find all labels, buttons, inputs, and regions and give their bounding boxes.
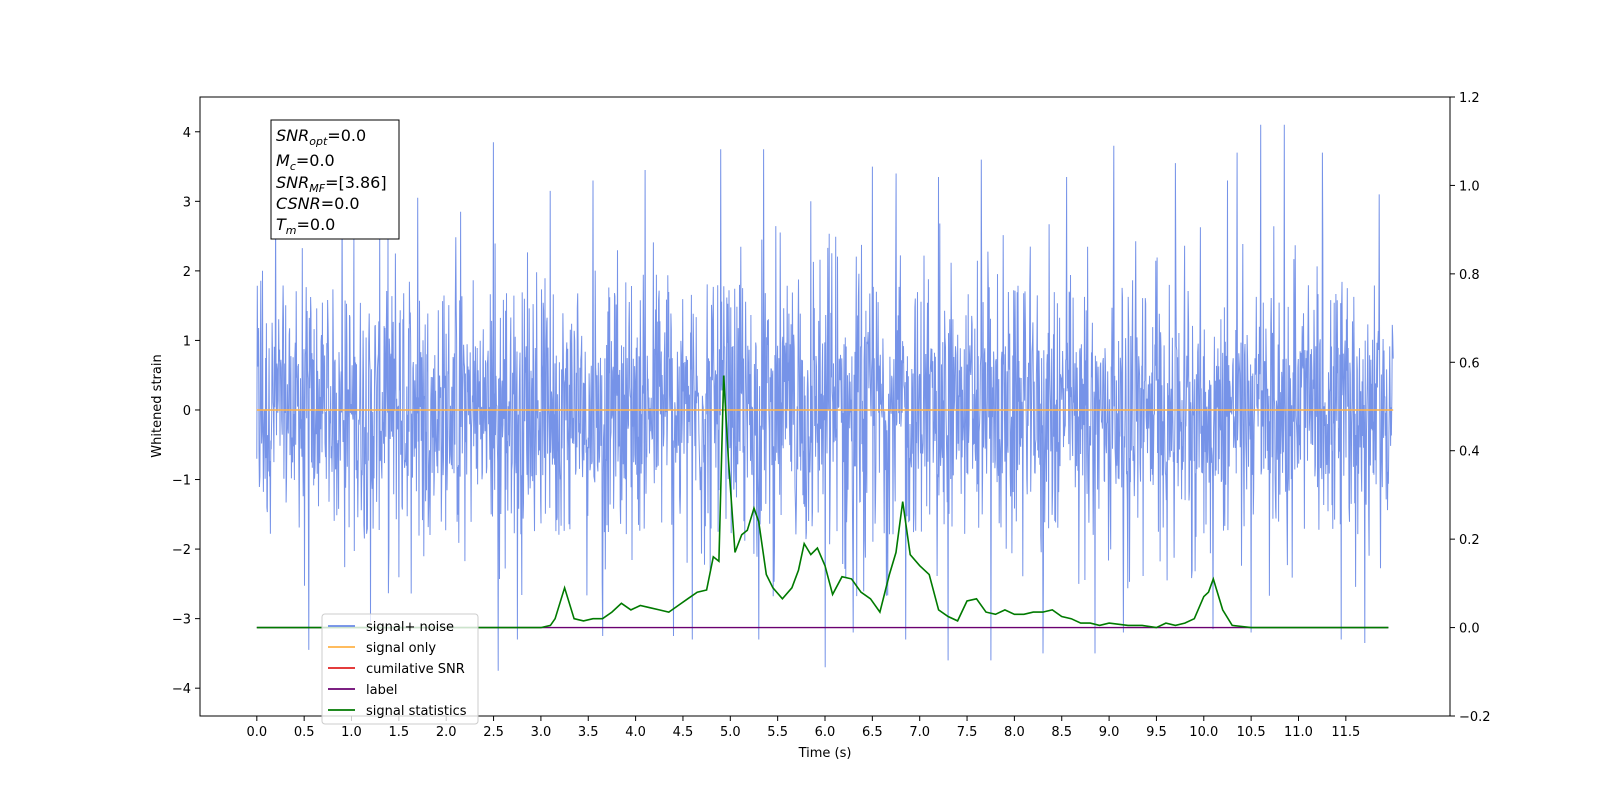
y-tick-label: 0 [183,404,191,419]
stat-value: =[3.86] [325,173,387,192]
series-layer [256,124,1394,671]
legend-entry-signal-noise: signal+ noise [366,620,454,635]
y-tick-label: 2 [183,265,191,280]
y-right-tick-label: 0.2 [1459,533,1480,548]
stat-label: CSNR [276,194,321,213]
y-tick-label: −4 [172,682,191,697]
x-tick-label: 2.5 [483,725,504,740]
x-tick-label: 9.0 [1099,725,1120,740]
stat-value: =0.0 [321,194,360,213]
legend-entry-label: label [366,683,397,698]
stat-line: SNRopt=0.0 [276,126,366,148]
x-tick-label: 7.5 [957,725,978,740]
x-tick-label: 0.0 [246,725,267,740]
x-tick-label: 2.0 [436,725,457,740]
y-tick-label: 1 [183,334,191,349]
stat-value: =0.0 [296,151,335,170]
y-right-tick-label: 0.4 [1459,445,1480,460]
stat-label: M [276,151,290,170]
x-tick-label: 9.5 [1146,725,1167,740]
stats-box: SNRopt=0.0Mc=0.0SNRMF=[3.86]CSNR=0.0Tm=0… [270,119,400,240]
stat-line: SNRMF=[3.86] [276,173,387,195]
x-tick-label: 1.0 [341,725,362,740]
stat-label: SNR [276,126,309,145]
x-tick-label: 3.5 [578,725,599,740]
y-tick-label: −3 [172,613,191,628]
legend-frame [321,613,479,725]
y-right-tick-label: 0.6 [1459,356,1480,371]
y-right-tick-label: 0.0 [1459,622,1480,637]
series-line-signal-statistics [256,375,1389,629]
stat-value: =0.0 [297,215,336,234]
y-axis-title: Whitened strain [150,354,165,457]
stat-subscript: MF [309,182,325,195]
stats-box-frame [270,119,400,240]
series-line-signal-noise [256,124,1394,671]
stat-value: =0.0 [327,126,366,145]
y-tick-label: 3 [183,195,191,210]
x-tick-label: 3.0 [531,725,552,740]
y-right-tick-label: 0.8 [1459,268,1480,283]
x-tick-label: 8.0 [1004,725,1025,740]
stat-line: Tm=0.0 [276,215,335,237]
y-right-tick-label: 1.2 [1459,91,1480,106]
stat-label: SNR [276,173,309,192]
x-tick-label: 4.0 [625,725,646,740]
x-tick-label: 4.5 [673,725,694,740]
x-tick-label: 7.0 [909,725,930,740]
x-tick-label: 10.0 [1189,725,1218,740]
legend-entry-cumilative-snr: cumilative SNR [366,662,465,677]
x-tick-label: 0.5 [294,725,315,740]
y-tick-label: 4 [183,126,191,141]
stat-line: CSNR=0.0 [276,194,360,213]
x-tick-label: 8.5 [1051,725,1072,740]
y-right-tick-label: −0.2 [1459,710,1491,725]
legend-entry-signal-only: signal only [366,641,436,656]
stat-label: T [276,215,287,234]
x-tick-label: 1.5 [389,725,410,740]
y-tick-label: −2 [172,543,191,558]
stat-subscript: m [286,224,297,237]
x-tick-label: 5.5 [767,725,788,740]
x-tick-label: 11.5 [1331,725,1360,740]
y-tick-label: −1 [172,474,191,489]
axis-layer: 0.0 0.5 1.0 1.5 2.0 2.5 3.0 3.5 4.0 4.5 5.0 5.5 6.0 6… [172,91,1491,740]
stat-subscript: opt [309,135,328,148]
x-tick-label: 10.5 [1237,725,1266,740]
stat-line: Mc=0.0 [276,151,335,173]
x-tick-label: 5.0 [720,725,741,740]
y-right-tick-label: 1.0 [1459,179,1480,194]
legend: signal+ noise signal only cumilative SNR la… [321,613,479,725]
legend-entry-signal-statistics: signal statistics [366,704,467,719]
stat-subscript: c [290,160,296,173]
x-tick-label: 11.0 [1284,725,1313,740]
x-tick-label: 6.5 [862,725,883,740]
x-axis-title: Time (s) [798,746,852,761]
x-tick-label: 6.0 [815,725,836,740]
